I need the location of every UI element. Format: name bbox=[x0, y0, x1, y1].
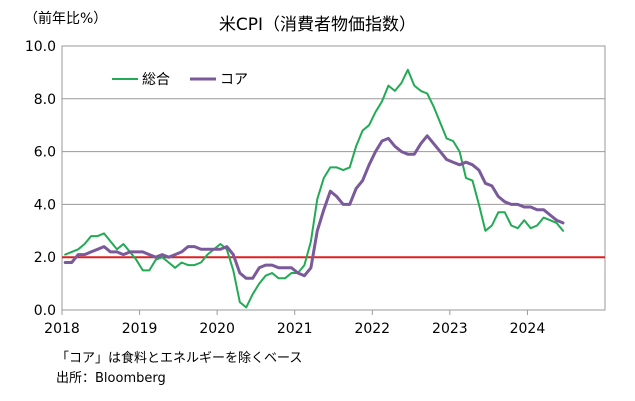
x-tick-label: 2020 bbox=[199, 321, 235, 337]
legend-label-core: コア bbox=[220, 72, 248, 88]
x-tick-label: 2024 bbox=[510, 321, 546, 337]
footnote-source: 出所：Bloomberg bbox=[56, 371, 166, 386]
x-axis-ticks: 2018 2019 2020 2021 2022 2023 2024 bbox=[44, 310, 545, 337]
series-line-headline bbox=[64, 68, 564, 309]
y-tick-label: 0.0 bbox=[34, 303, 56, 319]
y-axis-ticks: 0.0 2.0 4.0 6.0 8.0 10.0 bbox=[25, 39, 56, 319]
y-tick-label: 6.0 bbox=[34, 145, 56, 161]
footnote-core-definition: 「コア」は食料とエネルギーを除くベース bbox=[56, 351, 303, 366]
x-tick-label: 2019 bbox=[122, 321, 158, 337]
y-tick-label: 8.0 bbox=[34, 92, 56, 108]
chart-title: 米CPI（消費者物価指数） bbox=[218, 15, 417, 35]
legend: 総合 コア bbox=[112, 72, 248, 88]
series-lines bbox=[63, 68, 565, 309]
x-tick-label: 2023 bbox=[432, 321, 468, 337]
series-line-core bbox=[63, 134, 565, 280]
x-tick-label: 2018 bbox=[44, 321, 80, 337]
y-unit-label: （前年比%） bbox=[24, 11, 108, 27]
cpi-line-chart: 0.0 2.0 4.0 6.0 8.0 10.0 2018 2019 2020 2021 2022… bbox=[25, 39, 606, 337]
y-tick-label: 2.0 bbox=[34, 250, 56, 266]
x-tick-label: 2021 bbox=[277, 321, 313, 337]
y-tick-label: 4.0 bbox=[34, 197, 56, 213]
x-tick-label: 2022 bbox=[354, 321, 390, 337]
y-tick-label: 10.0 bbox=[25, 39, 56, 55]
legend-label-headline: 総合 bbox=[142, 72, 170, 88]
